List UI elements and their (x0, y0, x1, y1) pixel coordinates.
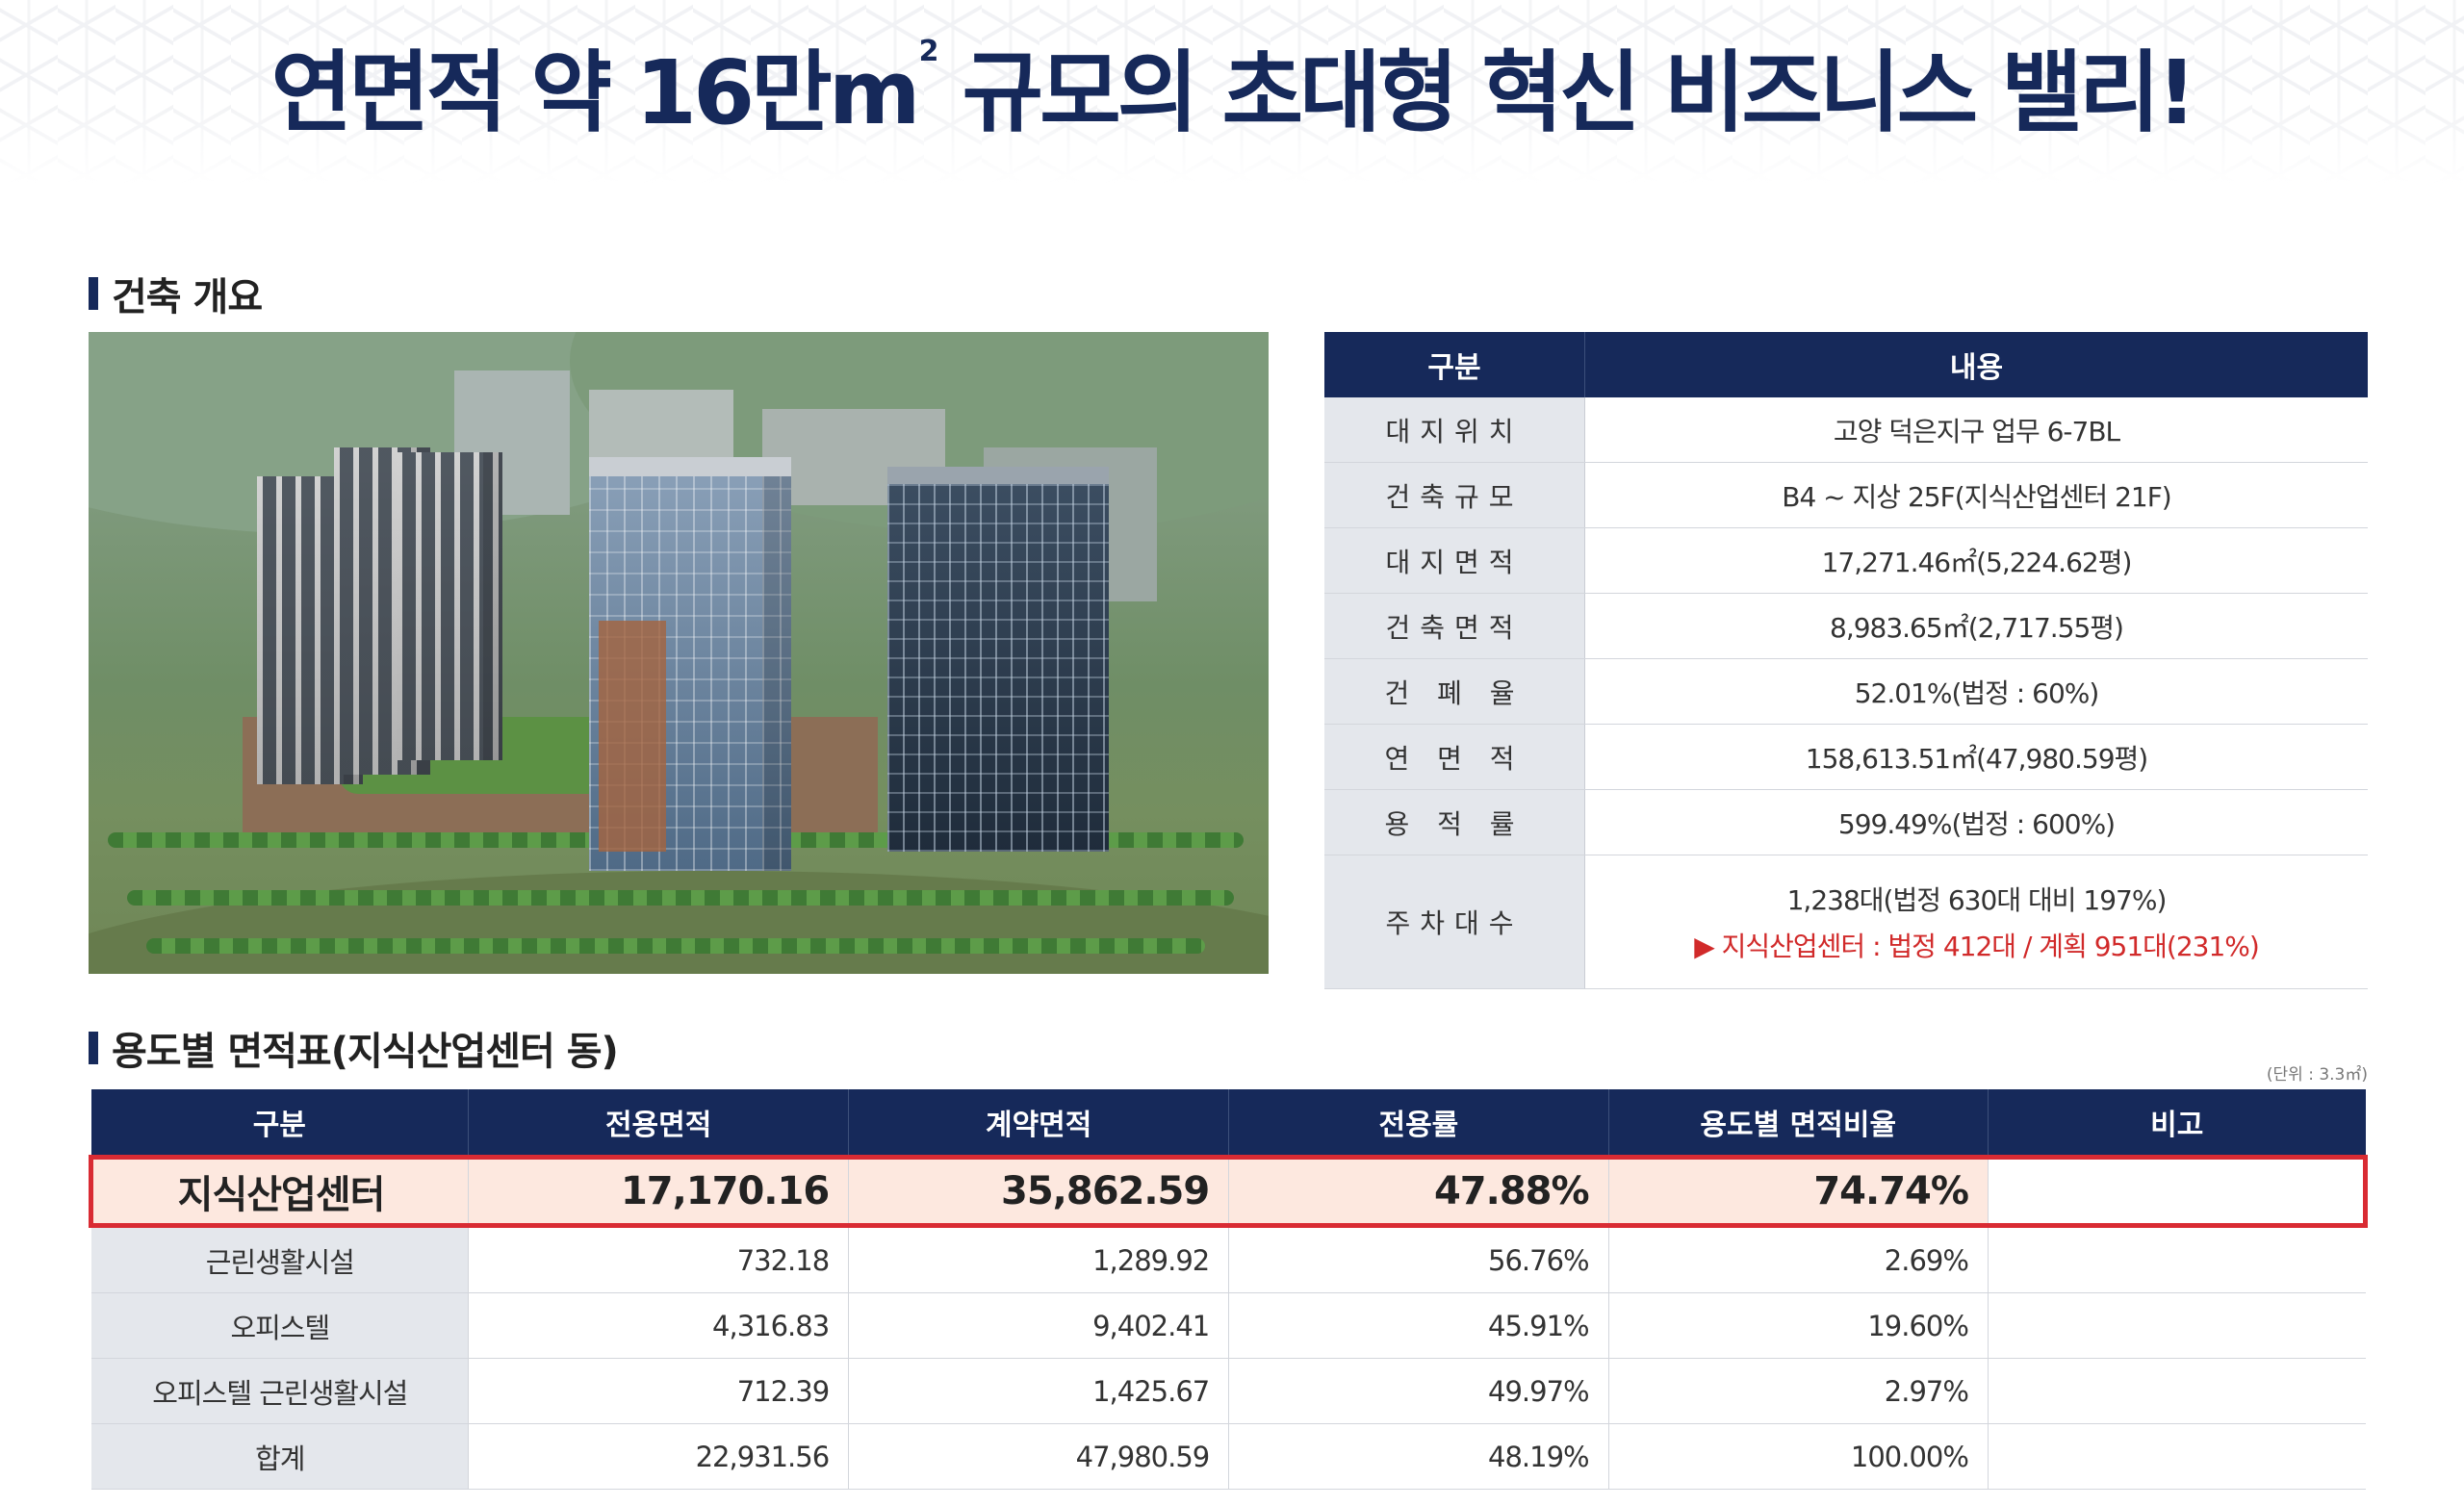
cell-ratio: 49.97% (1228, 1358, 1609, 1424)
row-label: 대지위치 (1324, 397, 1585, 463)
area-header-remarks: 비고 (1988, 1089, 2366, 1158)
table-row: 건 폐 율 52.01%(법정 : 60%) (1324, 658, 2368, 725)
row-value: 8,983.65㎡(2,717.55평) (1584, 593, 2368, 659)
table-row: 대지면적 17,271.46㎡(5,224.62평) (1324, 527, 2368, 594)
overview-header-content: 내용 (1584, 332, 2368, 397)
section-title-overview: 건축 개요 (89, 266, 263, 321)
area-header-category: 구분 (90, 1089, 470, 1158)
cell-contract: 35,862.59 (848, 1155, 1230, 1228)
cell-exclusive: 22,931.56 (468, 1423, 850, 1490)
cell-contract: 47,980.59 (848, 1423, 1230, 1490)
row-label: 연 면 적 (1324, 724, 1585, 790)
cell-remarks (1988, 1155, 2369, 1228)
table-row: 합계 22,931.56 47,980.59 48.19% 100.00% (90, 1423, 2366, 1490)
row-label: 오피스텔 (90, 1292, 470, 1359)
cell-ratio: 45.91% (1228, 1292, 1609, 1359)
row-label: 건축규모 (1324, 462, 1585, 528)
row-label: 대지면적 (1324, 527, 1585, 594)
table-row: 주차대수 1,238대(법정 630대 대비 197%) ▶ 지식산업센터 : … (1324, 855, 2368, 989)
table-row: 오피스텔 4,316.83 9,402.41 45.91% 19.60% (90, 1292, 2366, 1359)
row-value: 52.01%(법정 : 60%) (1584, 658, 2368, 725)
row-label: 지식산업센터 (88, 1155, 470, 1228)
table-row: 용 적 률 599.49%(법정 : 600%) (1324, 789, 2368, 855)
parking-value: 1,238대(법정 630대 대비 197%) (1786, 884, 2168, 916)
table-row: 건축면적 8,983.65㎡(2,717.55평) (1324, 593, 2368, 659)
overview-header-category: 구분 (1324, 332, 1585, 397)
row-label: 건 폐 율 (1324, 658, 1585, 725)
area-header-ratio: 전용률 (1228, 1089, 1609, 1158)
row-label: 건축면적 (1324, 593, 1585, 659)
cell-exclusive: 732.18 (468, 1225, 850, 1293)
cell-ratio: 47.88% (1228, 1155, 1609, 1228)
cell-remarks (1988, 1423, 2366, 1490)
section-bar-icon (89, 1032, 98, 1064)
cell-share: 2.97% (1608, 1358, 1989, 1424)
cell-exclusive: 4,316.83 (468, 1292, 850, 1359)
table-row: 오피스텔 근린생활시설 712.39 1,425.67 49.97% 2.97% (90, 1358, 2366, 1424)
cell-exclusive: 712.39 (468, 1358, 850, 1424)
cell-remarks (1988, 1225, 2366, 1293)
cell-ratio: 48.19% (1228, 1423, 1609, 1490)
table-row: 대지위치 고양 덕은지구 업무 6-7BL (1324, 397, 2368, 463)
table-row: 근린생활시설 732.18 1,289.92 56.76% 2.69% (90, 1225, 2366, 1293)
cell-share: 100.00% (1608, 1423, 1989, 1490)
area-header-contract: 계약면적 (848, 1089, 1230, 1158)
row-value: 고양 덕은지구 업무 6-7BL (1584, 397, 2368, 463)
row-label: 합계 (90, 1423, 470, 1490)
row-label: 오피스텔 근린생활시설 (90, 1358, 470, 1424)
header-pattern (0, 0, 2464, 183)
cell-remarks (1988, 1358, 2366, 1424)
row-label: 근린생활시설 (90, 1225, 470, 1293)
cell-contract: 1,289.92 (848, 1225, 1230, 1293)
row-label: 용 적 률 (1324, 789, 1585, 855)
parking-note: ▶ 지식산업센터 : 법정 412대 / 계획 951대(231%) (1694, 931, 2260, 962)
row-value: 17,271.46㎡(5,224.62평) (1584, 527, 2368, 594)
overview-table: 구분 내용 대지위치 고양 덕은지구 업무 6-7BL 건축규모 B4 ~ 지상… (1324, 332, 2368, 989)
cell-ratio: 56.76% (1228, 1225, 1609, 1293)
table-row: 연 면 적 158,613.51㎡(47,980.59평) (1324, 724, 2368, 790)
row-value: 158,613.51㎡(47,980.59평) (1584, 724, 2368, 790)
row-value: 599.49%(법정 : 600%) (1584, 789, 2368, 855)
cell-share: 74.74% (1608, 1155, 1989, 1228)
table-row: 건축규모 B4 ~ 지상 25F(지식산업센터 21F) (1324, 462, 2368, 528)
row-value: B4 ~ 지상 25F(지식산업센터 21F) (1584, 462, 2368, 528)
section-title-areas: 용도별 면적표(지식산업센터 동) (89, 1020, 619, 1076)
building-rendering-image (89, 332, 1269, 974)
highlighted-row: 지식산업센터 17,170.16 35,862.59 47.88% 74.74% (88, 1155, 2369, 1228)
row-label: 주차대수 (1324, 855, 1585, 989)
row-value: 1,238대(법정 630대 대비 197%) ▶ 지식산업센터 : 법정 41… (1584, 855, 2368, 989)
area-header-share: 용도별 면적비율 (1608, 1089, 1989, 1158)
cell-share: 2.69% (1608, 1225, 1989, 1293)
page-headline: 연면적 약 16만m2 규모의 초대형 혁신 비즈니스 밸리! (270, 35, 2196, 144)
cell-exclusive: 17,170.16 (468, 1155, 850, 1228)
area-table: 구분 전용면적 계약면적 전용률 용도별 면적비율 비고 지식산업센터 17,1… (88, 1089, 2369, 1490)
cell-contract: 9,402.41 (848, 1292, 1230, 1359)
cell-remarks (1988, 1292, 2366, 1359)
section-bar-icon (89, 277, 98, 310)
unit-note: (단위 : 3.3㎡) (2266, 1065, 2368, 1085)
cell-contract: 1,425.67 (848, 1358, 1230, 1424)
cell-share: 19.60% (1608, 1292, 1989, 1359)
area-header-exclusive: 전용면적 (468, 1089, 850, 1158)
